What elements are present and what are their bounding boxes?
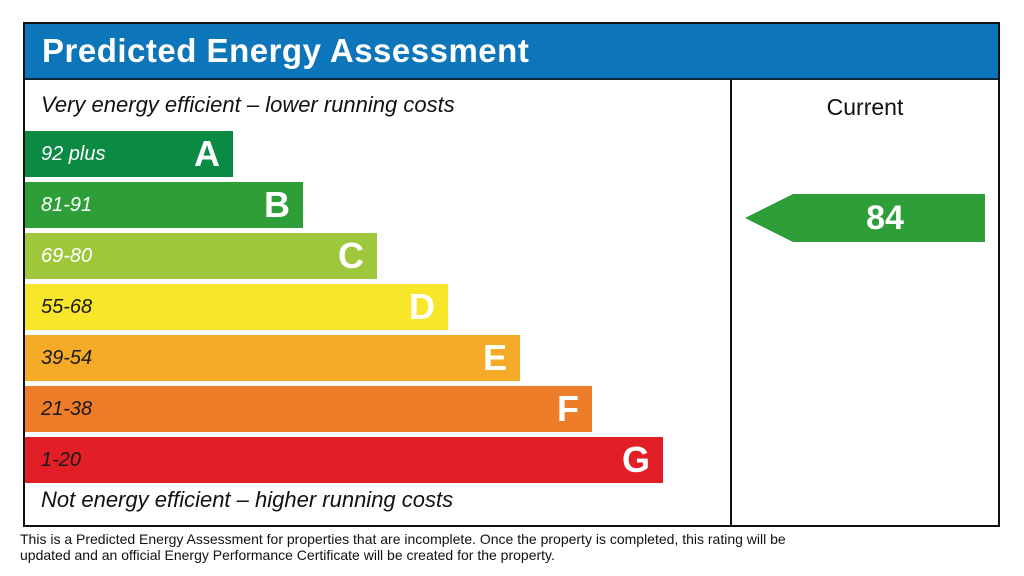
current-column: Current 84 xyxy=(730,80,998,525)
header-bar: Predicted Energy Assessment xyxy=(25,24,998,80)
band-g: 1-20 G xyxy=(25,437,663,483)
band-b: 81-91 B xyxy=(25,182,303,228)
bottom-caption: Not energy efficient – higher running co… xyxy=(41,487,454,512)
band-range-label: 81-91 xyxy=(41,193,93,216)
footer-note: This is a Predicted Energy Assessment fo… xyxy=(20,531,786,563)
band-letter: A xyxy=(194,133,220,174)
band-letter: G xyxy=(621,439,650,480)
band-c: 69-80 C xyxy=(25,233,377,279)
current-rating-value: 84 xyxy=(866,198,904,237)
page-title: Predicted Energy Assessment xyxy=(42,32,530,69)
band-e: 39-54 E xyxy=(25,335,520,381)
band-letter: D xyxy=(409,286,435,327)
top-caption: Very energy efficient – lower running co… xyxy=(41,92,455,117)
band-letter: F xyxy=(557,388,579,429)
band-range-label: 69-80 xyxy=(41,244,93,267)
band-range-label: 21-38 xyxy=(41,397,93,420)
bands: 92 plus A 81-91 B 69-80 C 55-68 D 39-54 E 21-38 F 1-… xyxy=(25,131,663,488)
band-f: 21-38 F xyxy=(25,386,592,432)
band-d: 55-68 D xyxy=(25,284,448,330)
band-range-label: 92 plus xyxy=(41,142,106,165)
band-letter: E xyxy=(482,337,507,378)
current-rating-arrow: 84 xyxy=(745,194,985,242)
band-letter: C xyxy=(338,235,364,276)
current-column-header: Current xyxy=(826,94,904,120)
band-range-label: 39-54 xyxy=(41,346,93,369)
band-a: 92 plus A xyxy=(25,131,233,177)
band-letter: B xyxy=(264,184,290,225)
band-range-label: 55-68 xyxy=(41,295,93,318)
band-range-label: 1-20 xyxy=(41,448,82,471)
epc-outer-box: Predicted Energy Assessment Very energy … xyxy=(23,22,1000,527)
